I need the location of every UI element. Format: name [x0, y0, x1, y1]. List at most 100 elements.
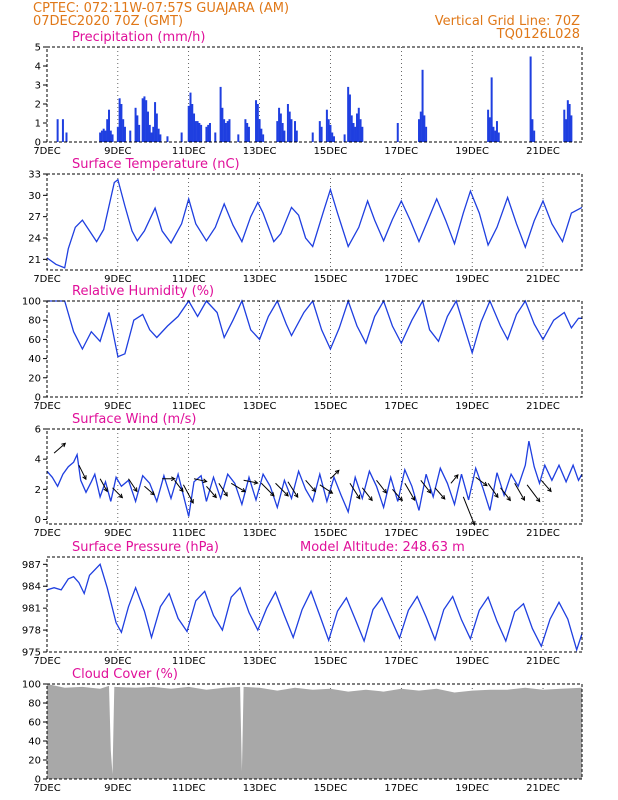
- y-tick-label: 33: [28, 170, 41, 181]
- precip-bar: [357, 107, 360, 142]
- humidity-panel: Relative Humidity (%) 7DEC 9DEC 11DEC 13DEC 1…: [22, 284, 583, 412]
- precip-bar: [148, 124, 151, 142]
- precip-bar: [325, 109, 328, 142]
- wind-vector-arrow: [404, 483, 416, 501]
- wind-vector-arrow: [144, 485, 156, 496]
- precip-bar: [157, 128, 160, 142]
- precip-bar: [563, 109, 566, 142]
- y-tick-label: 975: [22, 648, 41, 659]
- wind-vector-arrow: [174, 479, 184, 493]
- x-tick-label: 19DEC: [455, 656, 489, 667]
- precip-bar: [100, 130, 103, 142]
- y-tick-label: 27: [28, 212, 41, 223]
- y-tick-label: 60: [28, 718, 41, 729]
- header-line2-right: Vertical Grid Line: 70Z: [435, 14, 580, 29]
- y-tick-label: 0: [35, 515, 41, 526]
- x-tick-label: 21DEC: [526, 656, 560, 667]
- x-tick-label: 17DEC: [384, 528, 418, 539]
- wind-vector-arrow: [128, 478, 138, 493]
- x-tick-label: 19DEC: [455, 783, 489, 794]
- wind-vector-arrow: [99, 478, 108, 493]
- x-tick-label: 19DEC: [455, 274, 489, 285]
- y-tick-label: 30: [28, 191, 41, 202]
- x-tick-label: 15DEC: [314, 146, 348, 157]
- x-tick-label: 13DEC: [243, 656, 277, 667]
- precip-bar: [219, 86, 222, 142]
- precip-bar: [327, 119, 330, 142]
- wind-vector-arrow: [361, 487, 373, 502]
- precip-bar: [116, 126, 119, 142]
- x-tick-label: 7DEC: [33, 401, 60, 412]
- precip-bar: [418, 119, 421, 142]
- precip-bar: [331, 132, 334, 142]
- x-tick-label: 15DEC: [314, 401, 348, 412]
- precip-bar: [214, 132, 217, 142]
- y-tick-label: 3: [35, 81, 41, 92]
- y-tick-label: 5: [35, 43, 41, 54]
- precip-bar: [278, 107, 281, 142]
- precip-bar: [419, 111, 422, 142]
- temperature-title: Surface Temperature (nC): [72, 157, 240, 172]
- precip-bar: [283, 130, 286, 142]
- pressure-annotation: Model Altitude: 248.63 m: [300, 540, 465, 555]
- x-tick-label: 9DEC: [104, 656, 131, 667]
- precip-bar: [295, 130, 298, 142]
- precip-bar: [102, 128, 105, 142]
- y-tick-label: 80: [28, 699, 41, 710]
- precip-bar: [497, 132, 500, 142]
- precip-bar: [396, 123, 399, 142]
- wind-vector-arrow: [349, 483, 361, 500]
- precip-bar: [533, 130, 536, 142]
- y-tick-label: 24: [28, 234, 41, 245]
- precip-bar: [228, 119, 231, 142]
- x-tick-label: 11DEC: [172, 401, 206, 412]
- wind-vector-arrow: [287, 481, 299, 499]
- precip-bar: [247, 126, 250, 142]
- x-tick-label: 13DEC: [243, 528, 277, 539]
- precip-bar: [146, 111, 149, 142]
- y-tick-label: 1: [35, 119, 41, 130]
- x-tick-label: 9DEC: [104, 528, 131, 539]
- precip-bar: [196, 121, 199, 142]
- x-tick-label: 13DEC: [243, 783, 277, 794]
- precip-bar: [359, 119, 362, 142]
- precip-bar: [122, 119, 125, 142]
- y-tick-label: 20: [28, 373, 41, 384]
- pressure-series-line: [46, 563, 583, 652]
- precip-bar: [311, 132, 314, 142]
- precip-bar: [490, 77, 493, 142]
- x-tick-label: 21DEC: [526, 783, 560, 794]
- wind-vector-arrow: [376, 479, 387, 494]
- x-tick-label: 13DEC: [243, 146, 277, 157]
- x-tick-label: 13DEC: [243, 274, 277, 285]
- precipitation-title: Precipitation (mm/h): [72, 30, 205, 45]
- precip-bar: [260, 128, 263, 142]
- x-tick-label: 15DEC: [314, 783, 348, 794]
- precip-bar: [423, 115, 426, 142]
- cloud-cover-area: [47, 684, 582, 779]
- precip-bar: [189, 92, 192, 142]
- x-tick-label: 9DEC: [104, 783, 131, 794]
- wind-vector-arrow: [206, 485, 217, 499]
- y-tick-label: 60: [28, 335, 41, 346]
- precip-bar: [361, 126, 364, 142]
- x-tick-label: 11DEC: [172, 783, 206, 794]
- wind-vector-arrow: [53, 442, 67, 454]
- precip-bar: [123, 126, 126, 142]
- precip-bar: [425, 126, 428, 142]
- precip-bar: [568, 104, 571, 142]
- y-tick-label: 4: [35, 455, 41, 466]
- precip-bar: [246, 123, 249, 142]
- y-tick-label: 987: [22, 560, 41, 571]
- precip-bar: [356, 113, 359, 142]
- wind-vector-arrow: [487, 482, 499, 499]
- y-tick-label: 80: [28, 316, 41, 327]
- precip-bar: [200, 124, 203, 142]
- wind-vector-arrow: [462, 496, 476, 526]
- wind-vector-arrow: [392, 488, 403, 502]
- x-tick-label: 11DEC: [172, 146, 206, 157]
- humidity-frame: [46, 300, 583, 398]
- precip-bar: [136, 115, 139, 142]
- precip-bar: [138, 124, 141, 142]
- humidity-title: Relative Humidity (%): [72, 284, 214, 299]
